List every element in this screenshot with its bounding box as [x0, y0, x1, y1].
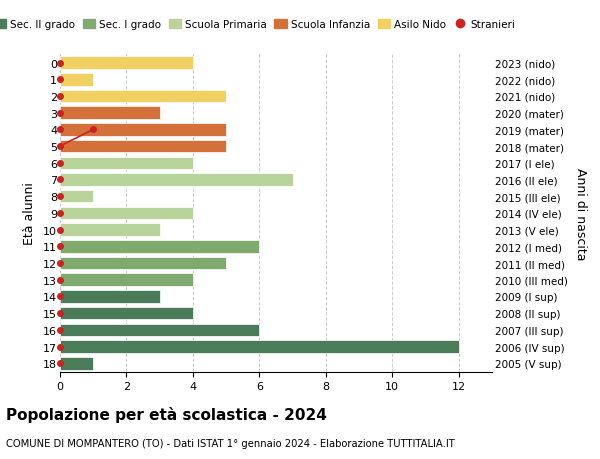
Bar — [60, 107, 160, 120]
Bar — [60, 74, 93, 86]
Bar — [60, 140, 226, 153]
Bar — [60, 291, 160, 303]
Y-axis label: Anni di nascita: Anni di nascita — [574, 167, 587, 260]
Text: Popolazione per età scolastica - 2024: Popolazione per età scolastica - 2024 — [6, 406, 327, 422]
Bar — [60, 307, 193, 320]
Bar — [60, 174, 293, 186]
Bar — [60, 224, 160, 236]
Bar — [60, 241, 259, 253]
Bar — [60, 190, 93, 203]
Bar — [60, 274, 193, 286]
Text: COMUNE DI MOMPANTERO (TO) - Dati ISTAT 1° gennaio 2024 - Elaborazione TUTTITALIA: COMUNE DI MOMPANTERO (TO) - Dati ISTAT 1… — [6, 438, 455, 448]
Bar — [60, 124, 226, 136]
Legend: Sec. II grado, Sec. I grado, Scuola Primaria, Scuola Infanzia, Asilo Nido, Stran: Sec. II grado, Sec. I grado, Scuola Prim… — [0, 16, 519, 34]
Y-axis label: Età alunni: Età alunni — [23, 182, 36, 245]
Bar — [60, 341, 459, 353]
Bar — [60, 207, 193, 220]
Bar — [60, 257, 226, 270]
Bar — [60, 157, 193, 170]
Bar — [60, 324, 259, 336]
Bar — [60, 90, 226, 103]
Bar — [60, 57, 193, 70]
Bar — [60, 357, 93, 369]
